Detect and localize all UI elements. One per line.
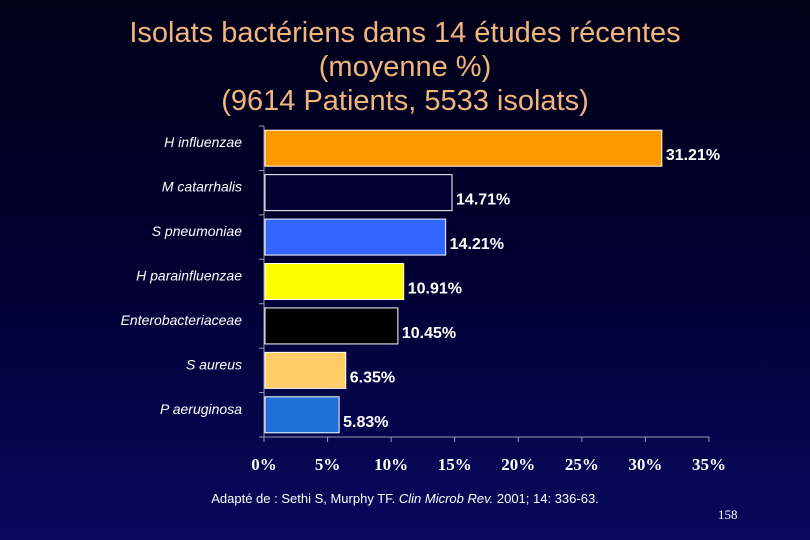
bar [264, 396, 340, 434]
citation-journal: Clin Microb Rev. [398, 491, 494, 506]
x-tick-label: 0% [251, 455, 277, 474]
chart-title: Isolats bactériens dans 14 études récent… [0, 16, 810, 118]
x-tick-label: 5% [315, 455, 341, 474]
data-label: 10.45% [402, 325, 456, 342]
data-label: 6.35% [350, 369, 395, 386]
x-tick-label: 20% [501, 455, 535, 474]
title-line-2: (moyenne %) [318, 51, 492, 83]
bar [264, 263, 405, 300]
bar [264, 351, 347, 389]
data-label: 31.21% [666, 147, 720, 164]
category-label: S pneumoniae [152, 223, 243, 239]
x-tick-label: 35% [692, 455, 726, 474]
data-label: 14.21% [450, 236, 504, 253]
bar [264, 174, 453, 212]
title-line-3: (9614 Patients, 5533 isolats) [221, 85, 589, 117]
x-tick-label: 15% [438, 455, 472, 474]
category-label: H parainfluenzae [136, 268, 242, 284]
data-label: 14.71% [456, 192, 510, 209]
bar [264, 218, 447, 256]
citation-details: 2001; 14: 336-63. [493, 491, 599, 506]
data-label: 10.91% [408, 281, 462, 298]
bar [264, 307, 399, 345]
x-tick-label: 25% [565, 455, 599, 474]
title-line-1: Isolats bactériens dans 14 études récent… [129, 17, 681, 49]
data-label: 5.83% [343, 414, 388, 431]
citation-authors: Adapté de : Sethi S, Murphy TF. [211, 491, 399, 506]
citation: Adapté de : Sethi S, Murphy TF. Clin Mic… [0, 491, 810, 506]
slide-number: 158 [718, 507, 738, 522]
category-label: M catarrhalis [162, 179, 242, 195]
bar [264, 129, 663, 167]
x-tick-label: 10% [374, 455, 408, 474]
category-label: P aeruginosa [160, 401, 242, 417]
x-tick-label: 30% [628, 455, 662, 474]
category-label: S aureus [186, 356, 242, 372]
category-label: H influenzae [164, 134, 242, 150]
category-label: Enterobacteriaceae [121, 312, 243, 328]
